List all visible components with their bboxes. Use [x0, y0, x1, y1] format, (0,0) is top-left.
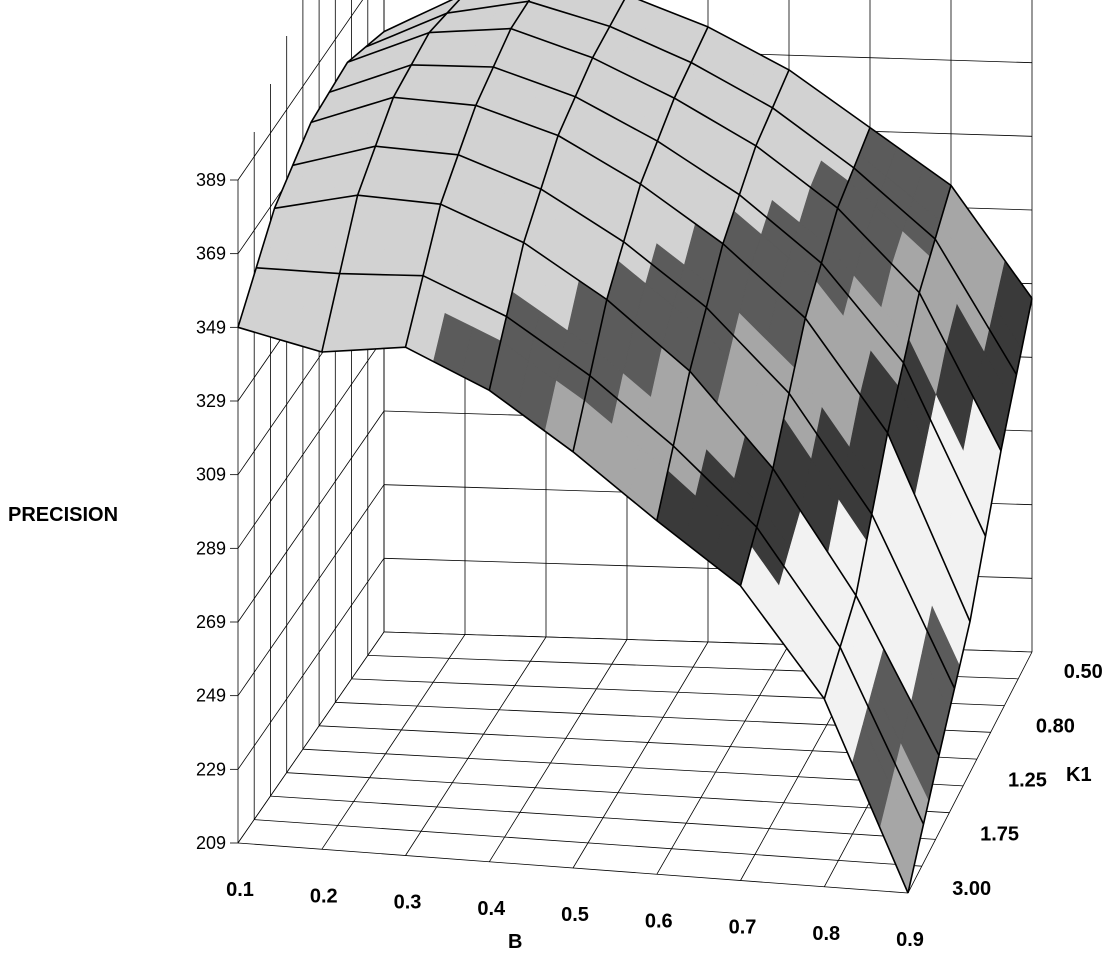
k1-axis-ticks: 0.50 0.80 1.25 1.75 3.00	[952, 661, 1103, 900]
left-wall-gridline	[237, 0, 364, 181]
z-tick-label: 229	[196, 759, 226, 779]
y-axis-title: K1	[1066, 764, 1092, 786]
left-wall-gridline	[237, 410, 385, 623]
b-tick-label: 0.2	[310, 885, 338, 907]
z-tick-label: 269	[196, 612, 226, 632]
floor-gridline	[405, 636, 547, 856]
k1-tick-label: 0.80	[1036, 715, 1075, 737]
z-tick-label: 309	[196, 465, 226, 485]
k1-tick-label: 1.25	[1008, 770, 1047, 792]
z-tick-label: 209	[196, 833, 226, 853]
surface-b-line	[572, 26, 709, 452]
z-tick-label: 369	[196, 244, 226, 264]
surface-b-line	[404, 0, 531, 348]
b-tick-label: 0.4	[477, 898, 506, 920]
x-axis-title: B	[508, 931, 522, 953]
floor-gridline	[488, 639, 628, 863]
surface-b-line	[488, 0, 626, 391]
z-tick-label: 349	[196, 317, 226, 337]
floor-gridline	[321, 634, 466, 850]
left-wall-gridline	[237, 484, 385, 696]
surface-mesh	[237, 0, 1033, 894]
surface-k1-line	[329, 64, 987, 537]
k1-tick-label: 1.75	[980, 824, 1019, 846]
z-tick-label: 249	[196, 686, 226, 706]
z-axis-ticks: 389 369 349 329 309 289 269 249 229 209	[196, 170, 238, 853]
k1-tick-label: 0.50	[1064, 661, 1103, 683]
b-axis-ticks: 0.1 0.2 0.3 0.4 0.5 0.6 0.7 0.8 0.9	[226, 879, 924, 951]
floor-gridline	[237, 631, 385, 844]
floor-gridline	[286, 772, 950, 814]
floor-gridline	[302, 748, 964, 787]
z-tick-label: 289	[196, 538, 226, 558]
b-tick-label: 0.9	[896, 929, 924, 951]
surface-k1-line	[256, 267, 925, 825]
surface-b-line	[907, 298, 1033, 894]
left-wall-gridline	[237, 337, 385, 549]
left-wall-gridline	[237, 558, 385, 770]
floor-gridline	[237, 842, 909, 894]
z-tick-label: 389	[196, 170, 226, 190]
surface-b-line	[739, 127, 871, 587]
b-tick-label: 0.6	[645, 910, 673, 932]
z-axis-title: PRECISION	[8, 504, 118, 526]
floor-gridline	[270, 795, 936, 840]
floor-gridline	[656, 644, 790, 875]
b-tick-label: 0.1	[226, 879, 254, 901]
b-tick-label: 0.8	[812, 923, 840, 945]
b-tick-label: 0.3	[394, 892, 422, 914]
k1-tick-label: 3.00	[952, 878, 991, 900]
b-tick-label: 0.7	[729, 917, 757, 939]
floor-gridline	[254, 819, 922, 867]
z-tick-label: 329	[196, 391, 226, 411]
surface-b-line	[321, 0, 461, 353]
surface-b-line	[823, 185, 952, 700]
b-tick-label: 0.5	[561, 904, 589, 926]
surface-b-line	[237, 30, 385, 328]
floor-gridline	[572, 641, 709, 869]
surface-k1-line	[365, 0, 1018, 376]
floor-gridline	[907, 651, 1033, 894]
surface-b-line	[656, 69, 790, 521]
surface-k1-line	[292, 145, 956, 689]
